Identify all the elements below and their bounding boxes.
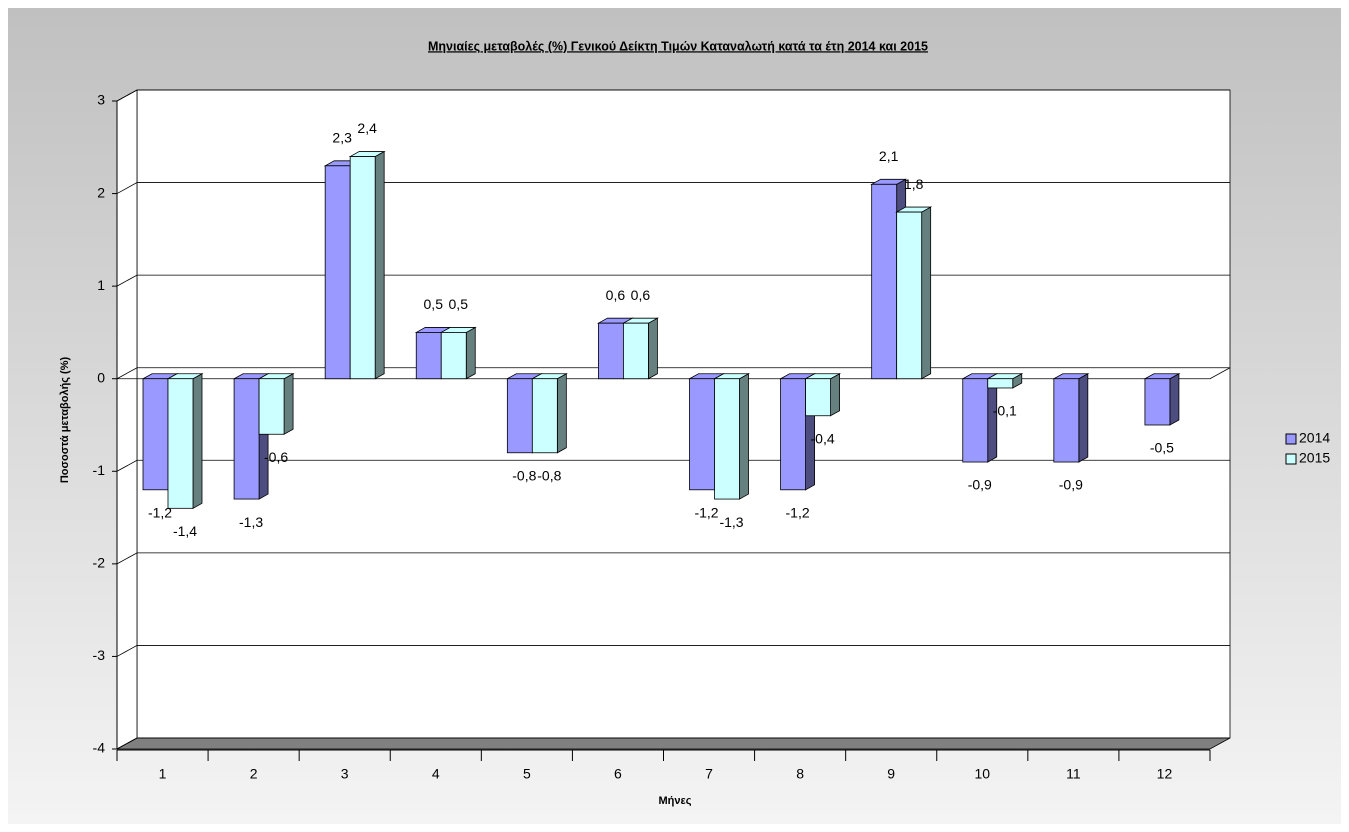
y-tick-label: 2 — [97, 184, 105, 200]
grid-line — [116, 367, 1230, 380]
legend-swatch — [1285, 453, 1297, 465]
x-tick-label: 12 — [1157, 766, 1173, 782]
bar — [258, 378, 285, 435]
data-label: 1,8 — [904, 176, 924, 192]
x-tick-label: 10 — [975, 766, 991, 782]
bar — [714, 378, 740, 500]
bar-side — [192, 373, 203, 509]
data-label: 2,4 — [357, 120, 377, 136]
grid-line — [116, 737, 1230, 750]
x-tick-label: 7 — [705, 766, 713, 782]
bar — [598, 322, 624, 380]
grid-line — [116, 552, 1230, 565]
data-label: 0,5 — [424, 296, 444, 312]
grid-line — [116, 459, 1230, 472]
bar — [167, 378, 194, 509]
x-tick-label: 11 — [1066, 766, 1081, 782]
bar — [871, 183, 898, 380]
legend-swatch — [1285, 433, 1297, 445]
data-label: -1,2 — [694, 505, 718, 521]
data-label: -1,2 — [786, 505, 810, 521]
floor — [116, 737, 1231, 750]
bar — [324, 165, 351, 380]
bar — [415, 332, 442, 380]
bar — [1144, 378, 1171, 426]
bar — [896, 211, 923, 380]
data-label: -0,4 — [811, 430, 835, 446]
y-axis-label: Ποσοστά μεταβολής (%) — [59, 357, 71, 484]
grid-line — [116, 274, 1230, 287]
bar-side — [830, 373, 840, 417]
bar — [440, 332, 467, 380]
x-tick-label: 3 — [341, 766, 349, 782]
bar — [962, 378, 989, 463]
grid-line — [116, 89, 1230, 102]
grid-line — [116, 645, 1230, 657]
bar-side — [1078, 373, 1089, 463]
bar — [623, 322, 649, 380]
x-tick-label: 5 — [523, 766, 531, 782]
legend-label: 2015 — [1299, 450, 1330, 466]
data-label: -0,5 — [1150, 440, 1174, 456]
bar-side — [648, 317, 658, 380]
bar — [142, 378, 169, 491]
data-label: -0,8 — [537, 467, 561, 483]
data-label: -1,4 — [173, 523, 197, 539]
y-tick-label: 3 — [97, 92, 105, 108]
data-label: -1,3 — [239, 514, 263, 530]
grid-line — [116, 182, 1230, 194]
x-tick-label: 8 — [796, 766, 804, 782]
y-tick-label: -3 — [93, 647, 106, 663]
x-tick-label: 9 — [887, 766, 895, 782]
bar-side — [374, 150, 385, 380]
chart-title: Μηνιαίες μεταβολές (%) Γενικού Δείκτη Τι… — [428, 39, 928, 53]
bar — [1053, 378, 1080, 463]
bar-side — [1169, 373, 1180, 426]
bar — [349, 156, 376, 380]
bar — [233, 378, 260, 500]
data-label: -1,3 — [719, 514, 743, 530]
zero-line — [117, 367, 1231, 380]
y-tick-label: 1 — [97, 277, 105, 293]
bar — [531, 378, 558, 454]
bar — [780, 378, 806, 491]
x-tick-label: 1 — [159, 766, 167, 782]
bar-side — [465, 326, 476, 380]
data-label: -0,9 — [1059, 477, 1083, 493]
x-tick-label: 2 — [250, 766, 258, 782]
bar-side — [739, 373, 749, 500]
bar-side — [283, 373, 294, 435]
data-label: -1,2 — [148, 505, 172, 521]
y-tick-label: -1 — [93, 462, 106, 478]
bar — [987, 378, 1014, 389]
x-tick-label: 6 — [614, 766, 622, 782]
y-tick-label: -4 — [93, 740, 106, 756]
data-label: -0,9 — [968, 477, 992, 493]
data-label: 0,5 — [449, 296, 469, 312]
data-label: -0,1 — [993, 403, 1017, 419]
bar — [689, 378, 715, 491]
y-tick-label: 0 — [97, 369, 105, 385]
bar — [506, 378, 533, 454]
side-wall — [116, 89, 138, 750]
bar-side — [921, 206, 932, 380]
legend-label: 2014 — [1299, 430, 1330, 446]
data-label: 0,6 — [631, 287, 651, 303]
x-tick-label: 4 — [432, 766, 440, 782]
data-label: -0,8 — [512, 467, 536, 483]
bar-side — [556, 373, 567, 454]
y-tick-label: -2 — [93, 555, 106, 571]
bar — [805, 378, 831, 417]
data-label: 0,6 — [606, 287, 626, 303]
data-label: 2,1 — [879, 148, 899, 164]
data-label: 2,3 — [332, 130, 352, 146]
x-axis-label: Μήνες — [659, 795, 692, 807]
data-label: -0,6 — [264, 449, 288, 465]
